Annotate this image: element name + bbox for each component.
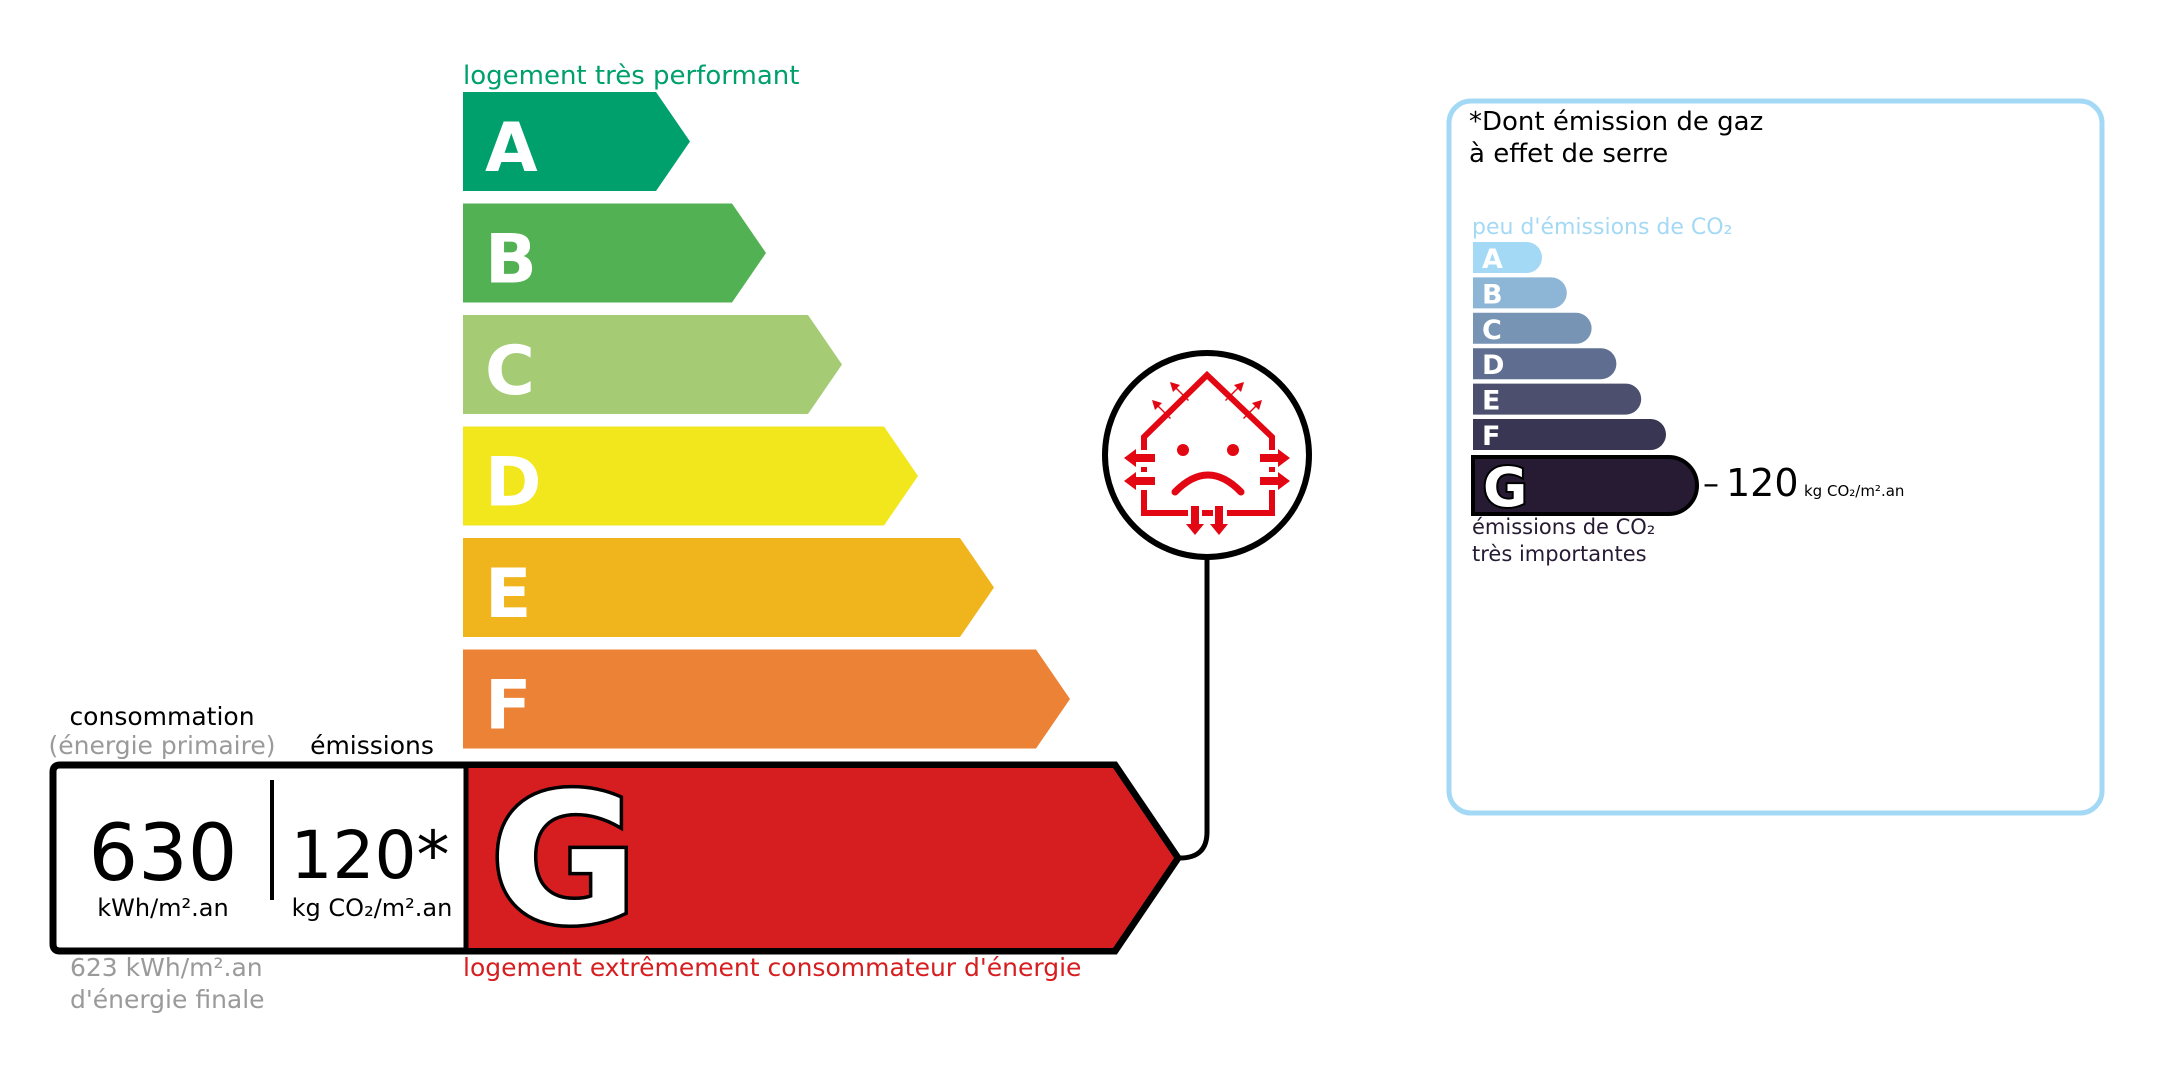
energy-bar-e	[463, 538, 994, 637]
ghg-bar-letter: D	[1482, 350, 1504, 381]
ghg-bar-f	[1473, 419, 1666, 450]
ghg-bar-letter: C	[1482, 315, 1502, 346]
final-energy-value: 623 kWh/m².an	[70, 953, 263, 982]
consumption-unit: kWh/m².an	[97, 894, 228, 922]
energy-bar-a	[463, 92, 690, 191]
ghg-bar-g	[1471, 455, 1699, 516]
energy-bar-letter: C	[485, 332, 535, 411]
ghg-current-class-letter: G	[1483, 456, 1527, 519]
energy-bar-letter: A	[485, 109, 538, 188]
energy-bar-f	[463, 649, 1070, 749]
ghg-bar-letter: F	[1482, 421, 1500, 452]
energy-bar-b	[463, 203, 766, 303]
ghg-bottom-label-line2: très importantes	[1472, 542, 1647, 566]
ghg-bar-letter: E	[1482, 386, 1500, 417]
energy-bar-letter: E	[485, 555, 531, 634]
ghg-value-dash: –	[1703, 464, 1719, 502]
ghg-bottom-label-line1: émissions de CO₂	[1472, 515, 1655, 539]
ghg-bar-a	[1473, 242, 1542, 273]
ghg-value: 120	[1726, 461, 1799, 505]
sad-house-heat-loss-icon	[1102, 350, 1312, 560]
ghg-unit: kg CO₂/m².an	[1804, 482, 1904, 500]
final-energy-label: d'énergie finale	[70, 985, 265, 1014]
ghg-title-line2: à effet de serre	[1469, 139, 1668, 169]
ghg-panel	[1446, 98, 2105, 816]
energy-bar-d	[463, 426, 918, 526]
emissions-value: 120*	[291, 817, 450, 894]
energy-bar-letter: F	[485, 667, 531, 746]
ghg-bar-letter: B	[1482, 279, 1503, 310]
energy-top-label: logement très performant	[463, 61, 799, 91]
current-class-bar-g	[466, 768, 1174, 948]
ghg-bar-c	[1473, 312, 1592, 344]
ghg-bar-b	[1473, 277, 1567, 309]
ghg-top-label: peu d'émissions de CO₂	[1472, 215, 1732, 240]
consumption-subheader: (énergie primaire)	[49, 731, 276, 760]
ghg-bar-e	[1473, 383, 1642, 415]
energy-bar-letter: B	[485, 221, 537, 300]
energy-bar-letter: D	[485, 444, 541, 523]
consumption-value: 630	[89, 809, 238, 899]
emissions-unit: kg CO₂/m².an	[292, 894, 453, 922]
ghg-bar-letter: A	[1482, 244, 1503, 275]
badge-connector	[1179, 555, 1210, 861]
current-class-letter: G	[490, 756, 638, 965]
energy-bottom-label: logement extrêmement consommateur d'éner…	[463, 953, 1081, 982]
ghg-title-line1: *Dont émission de gaz	[1469, 107, 1763, 137]
ghg-bar-d	[1473, 348, 1617, 380]
consumption-header: consommation	[69, 702, 254, 731]
emissions-header: émissions	[310, 731, 434, 760]
energy-bar-c	[463, 315, 842, 414]
